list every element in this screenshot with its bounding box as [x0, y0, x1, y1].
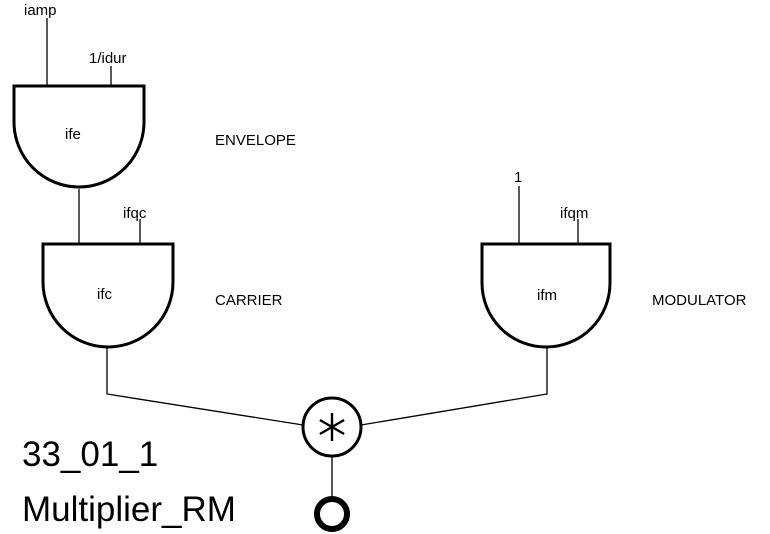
modulator-section-label: MODULATOR — [652, 292, 747, 309]
envelope-freq-label: 1/idur — [89, 50, 127, 67]
modulator-amp-label: 1 — [514, 169, 522, 186]
envelope-oscillator-shape — [12, 84, 146, 189]
carrier-oscillator: ifqc ifc CARRIER — [41, 205, 283, 349]
carrier-oscillator-shape — [41, 242, 175, 349]
multiplier-node — [301, 396, 363, 458]
output-node-icon — [314, 496, 350, 532]
modulator-table-label: ifm — [537, 287, 557, 304]
modulator-to-multiplier-line — [360, 347, 548, 426]
envelope-oscillator: iamp 1/idur ife ENVELOPE — [12, 2, 296, 189]
envelope-table-label: ife — [65, 126, 81, 143]
carrier-table-label: ifc — [97, 286, 113, 303]
modulator-oscillator-shape — [480, 242, 612, 349]
modulator-freq-label: ifqm — [560, 205, 588, 222]
modulator-oscillator: 1 ifqm ifm MODULATOR — [480, 169, 747, 349]
carrier-to-multiplier-line — [106, 346, 304, 426]
carrier-section-label: CARRIER — [215, 292, 283, 309]
envelope-amp-label: iamp — [24, 2, 57, 19]
diagram-id-title: 33_01_1 — [22, 435, 158, 474]
diagram-name-title: Multiplier_RM — [22, 490, 236, 529]
envelope-section-label: ENVELOPE — [215, 132, 296, 149]
carrier-freq-label: ifqc — [123, 205, 147, 222]
multiply-asterisk-icon — [319, 413, 345, 441]
